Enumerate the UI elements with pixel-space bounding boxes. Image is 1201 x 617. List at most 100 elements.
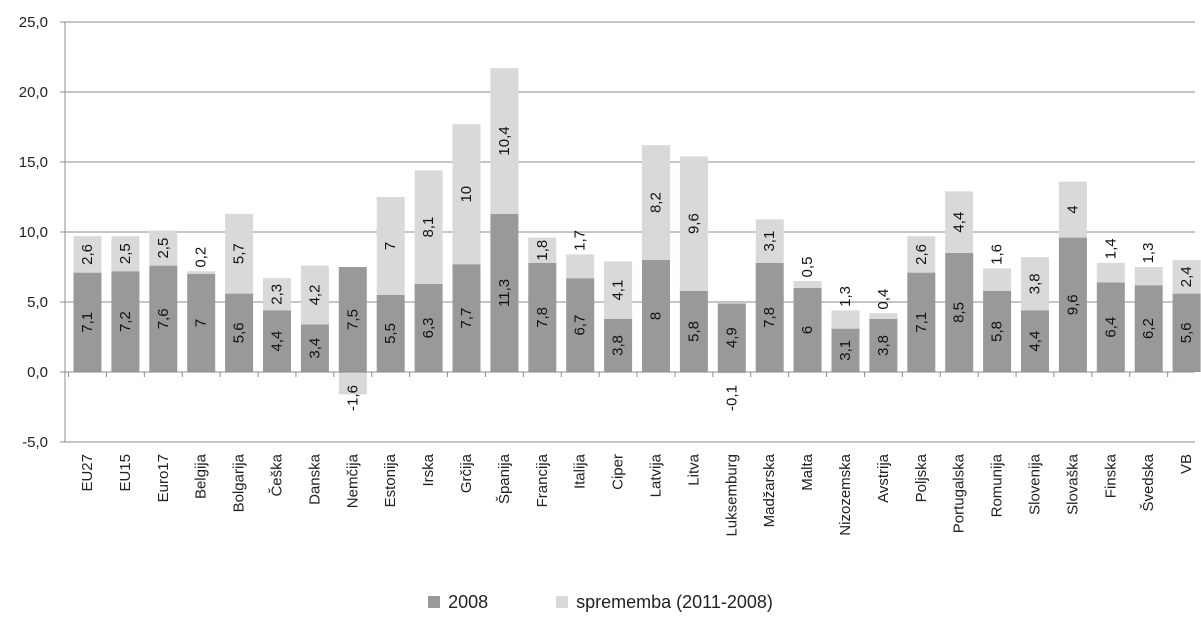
bar-sprememba: [225, 213, 254, 294]
data-label: 1,3: [837, 286, 854, 307]
bar-2008: [263, 310, 291, 372]
bar-2008: [831, 328, 860, 372]
data-label: 6,3: [420, 317, 437, 338]
category-label: Danska: [306, 453, 323, 505]
category-label: EU27: [79, 454, 96, 492]
bar-2008: [111, 271, 140, 372]
category-label: Euro17: [155, 454, 172, 502]
bar-2008: [73, 272, 102, 372]
category-label: Švedska: [1140, 453, 1157, 511]
data-labels: 7,1 2,6 7,2 2,5 7,6 2,5 7 0,2 5,6 5,7 4,4 2,3 3,4 4,2…: [79, 126, 1195, 411]
data-label: 2,6: [913, 244, 930, 265]
y-tick-label: 0,0: [27, 364, 48, 381]
data-label: 11,3: [496, 279, 513, 307]
data-label: 1,4: [1102, 238, 1119, 259]
bar-2008: [793, 288, 822, 372]
bar-sprememba: [1172, 260, 1201, 294]
category-label: Bolgarija: [231, 453, 248, 512]
data-label: 3,8: [875, 335, 892, 356]
bar-sprememba: [73, 236, 102, 273]
data-label: 5,7: [231, 243, 248, 264]
data-label: 6: [799, 326, 816, 334]
data-label: 4,9: [723, 327, 740, 348]
category-label: Italija: [572, 453, 589, 489]
category-label: Slovenija: [1027, 453, 1044, 515]
y-tick-label: 5,0: [27, 294, 48, 311]
data-label: 6,7: [572, 315, 589, 336]
data-label: 4,4: [1027, 331, 1044, 352]
bar-sprememba: [566, 254, 595, 279]
bar-2008: [1096, 282, 1125, 372]
bar-sprememba: [642, 145, 670, 260]
category-label: Francija: [534, 453, 551, 507]
data-label: 2,5: [155, 238, 172, 259]
data-label: -1,6: [344, 385, 361, 411]
legend-item-series-2: sprememba (2011-2008): [556, 592, 773, 613]
bar-2008: [1134, 285, 1163, 372]
data-label: 7,1: [913, 312, 930, 333]
bar-2008: [907, 272, 936, 372]
bar-sprememba: [983, 268, 1012, 291]
bar-sprememba: [376, 197, 405, 295]
bar-sprememba: [869, 313, 898, 319]
legend-label-series-2: sprememba (2011-2008): [576, 591, 773, 612]
category-label: Luksemburg: [723, 454, 740, 537]
data-label: 8: [648, 312, 665, 320]
bar-sprememba: [1021, 257, 1049, 311]
data-label: 7,6: [155, 308, 172, 329]
data-label: 3,4: [306, 338, 323, 359]
category-label: Nemčija: [344, 453, 361, 508]
bar-sprememba: [338, 372, 367, 395]
bar-sprememba: [490, 68, 519, 214]
data-label: 7,1: [79, 312, 96, 333]
data-label: 7,7: [458, 308, 475, 329]
category-label: Irska: [420, 453, 437, 486]
data-label: 3,1: [837, 340, 854, 361]
data-label: 7,8: [761, 307, 778, 328]
bar-sprememba: [831, 310, 860, 329]
bar-2008: [376, 295, 405, 372]
data-label: 8,2: [648, 192, 665, 213]
bar-sprememba: [111, 236, 140, 272]
data-label: 4,1: [610, 280, 627, 301]
bar-sprememba: [1096, 262, 1125, 283]
y-tick-label: -5,0: [22, 434, 48, 451]
bar-sprememba: [793, 281, 822, 288]
y-axis-tick-labels: 25,0 20,0 15,0 10,0 5,0 0,0 -5,0: [19, 14, 48, 451]
bar-2008: [1172, 293, 1201, 372]
data-label: 5,5: [382, 323, 399, 344]
bar-2008: [338, 267, 367, 372]
data-label: 7,2: [117, 311, 134, 332]
category-label: Slovaška: [1064, 453, 1081, 515]
data-label: 0,2: [193, 247, 210, 268]
bar-sprememba: [149, 230, 178, 266]
bar-2008: [566, 278, 595, 372]
data-label: 2,3: [269, 284, 286, 305]
data-label: 2,6: [79, 244, 96, 265]
data-label: 3,8: [610, 335, 627, 356]
data-label: 1,7: [572, 230, 589, 251]
data-label: -0,1: [723, 385, 740, 411]
category-label: Malta: [799, 453, 816, 490]
category-label: Ciper: [610, 454, 627, 490]
category-label: Romunija: [989, 453, 1006, 517]
category-label: Češka: [269, 453, 286, 496]
bar-sprememba: [679, 156, 708, 291]
data-label: 10: [458, 186, 475, 203]
data-label: 7: [382, 242, 399, 250]
bar-sprememba: [755, 219, 784, 263]
category-label: Poljska: [913, 453, 930, 502]
bar-2008: [983, 290, 1012, 372]
category-labels: EU27 EU15 Euro17 Belgija Bolgarija Češka Dansk…: [79, 453, 1195, 536]
y-tick-label: 20,0: [19, 84, 48, 101]
data-label: 5,8: [989, 321, 1006, 342]
data-label: 7: [193, 319, 210, 327]
category-label: Finska: [1102, 453, 1119, 498]
bar-2008: [490, 213, 519, 372]
data-label: 5,8: [685, 321, 702, 342]
category-label: Estonija: [382, 453, 399, 507]
bar-2008: [149, 265, 178, 372]
data-label: 1,6: [989, 244, 1006, 265]
data-label: 7,5: [344, 309, 361, 330]
data-label: 6,4: [1102, 317, 1119, 338]
